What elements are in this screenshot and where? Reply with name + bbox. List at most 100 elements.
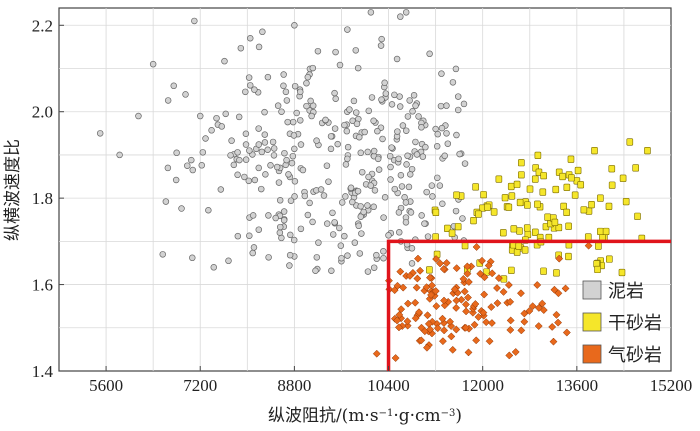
data-point (251, 86, 258, 93)
data-point (597, 227, 604, 236)
data-point (416, 266, 425, 275)
data-point (459, 275, 468, 283)
data-point (182, 91, 189, 98)
data-point (480, 273, 489, 282)
data-point (202, 135, 209, 142)
data-point (172, 176, 180, 184)
data-point (283, 97, 291, 104)
data-point (553, 269, 560, 277)
data-point (343, 127, 351, 135)
data-point (164, 164, 172, 172)
data-point (421, 220, 428, 227)
data-point (265, 212, 272, 219)
data-point (501, 194, 509, 202)
data-points (96, 9, 651, 362)
data-point (291, 178, 299, 185)
data-point (210, 264, 218, 271)
data-point (375, 166, 383, 173)
data-point (291, 193, 298, 200)
data-point (454, 106, 462, 114)
data-point (584, 241, 593, 250)
data-point (437, 102, 445, 110)
data-point (448, 345, 457, 354)
data-point (381, 79, 388, 87)
data-point (360, 208, 367, 216)
data-point (377, 42, 385, 49)
data-point (282, 88, 290, 96)
y-tick-label: 1.4 (32, 362, 54, 381)
data-point (352, 47, 360, 54)
data-point (499, 287, 508, 296)
data-point (342, 193, 349, 200)
legend-item-2: 干砂岩 (582, 312, 662, 334)
x-tick-label: 10400 (367, 376, 410, 395)
data-point (386, 152, 394, 160)
data-point (306, 199, 313, 207)
data-point (395, 155, 402, 163)
data-point (378, 35, 385, 43)
data-point (561, 284, 570, 293)
data-point (559, 172, 566, 181)
data-point (460, 100, 468, 108)
data-point (242, 88, 249, 96)
data-point (344, 252, 351, 259)
data-point (259, 28, 266, 36)
data-point (349, 198, 356, 206)
data-point (281, 149, 288, 157)
data-point (419, 153, 427, 160)
series-3-points (372, 241, 593, 362)
data-point (331, 89, 338, 97)
data-point (409, 108, 416, 115)
data-point (283, 156, 290, 164)
data-point (396, 103, 404, 110)
data-point (234, 171, 241, 179)
data-point (555, 254, 564, 263)
data-point (538, 299, 547, 308)
data-point (228, 137, 235, 144)
data-point (344, 26, 351, 33)
x-axis-title-prefix: 纵波阻抗/(m·s (268, 406, 379, 426)
data-point (293, 109, 300, 117)
data-point (303, 102, 310, 110)
data-point (350, 97, 358, 105)
data-point (410, 92, 418, 99)
data-point (289, 152, 297, 160)
data-point (563, 183, 571, 191)
data-point (484, 203, 491, 211)
data-point (309, 218, 316, 226)
data-point (255, 226, 263, 233)
data-point (284, 118, 291, 126)
data-point (188, 156, 195, 164)
data-point (518, 159, 525, 167)
data-point (301, 192, 309, 200)
data-point (472, 243, 481, 251)
data-point (548, 322, 557, 331)
data-point (407, 209, 415, 216)
data-point (329, 231, 337, 238)
data-point (341, 232, 348, 240)
data-point (408, 260, 416, 267)
data-point (461, 323, 470, 332)
data-point (385, 232, 392, 239)
data-point (493, 299, 502, 308)
data-point (370, 203, 377, 211)
data-point (276, 229, 284, 236)
data-point (470, 217, 477, 225)
data-point (285, 171, 292, 178)
data-point (388, 144, 395, 151)
data-point (462, 307, 471, 316)
x-tick-label: 12000 (461, 376, 504, 395)
data-point (464, 293, 472, 302)
data-point (290, 132, 298, 139)
data-point (235, 113, 243, 121)
data-point (387, 163, 394, 171)
data-point (452, 264, 461, 273)
data-point (374, 127, 381, 135)
data-point (454, 93, 462, 100)
data-point (619, 174, 627, 182)
data-point (277, 223, 284, 231)
data-point (523, 224, 531, 232)
data-point (474, 313, 483, 321)
data-point (584, 233, 592, 241)
